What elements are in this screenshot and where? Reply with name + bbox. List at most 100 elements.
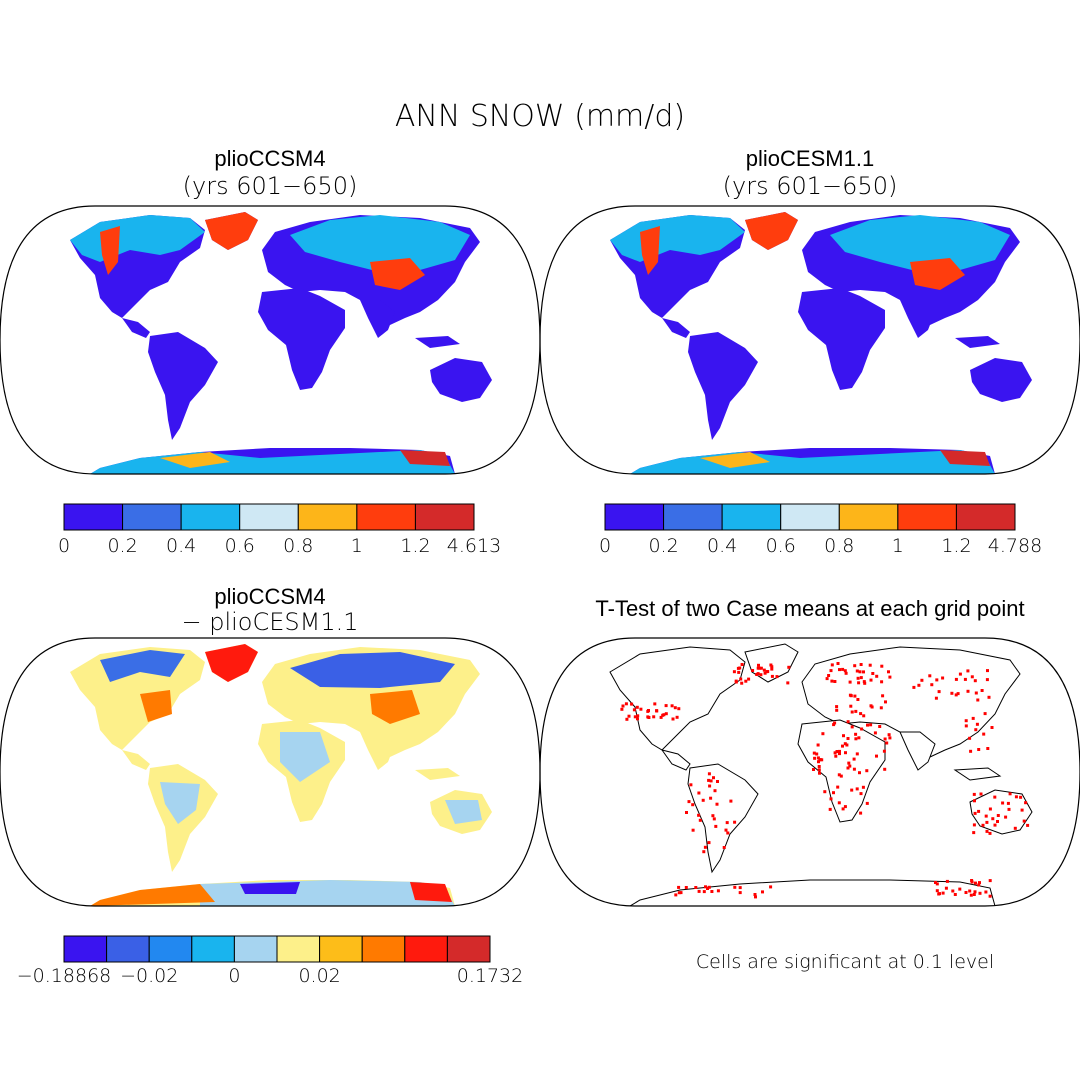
significance-dot [859, 676, 863, 680]
significance-dot [930, 683, 934, 687]
significance-dot [991, 817, 995, 821]
significance-dot [744, 679, 748, 683]
significance-dot [885, 741, 889, 745]
colorbar-swatch [233, 935, 278, 963]
panel-bottom-left: plioCCSM4 − plioCESM1.1 −0.18868 −0.02 0 0.… [0, 584, 541, 987]
colorbar-tick-label: 0.8 [283, 535, 313, 557]
significance-dot [857, 681, 861, 685]
significance-dot [852, 767, 856, 771]
colorbar-tick-label: 4.788 [988, 535, 1042, 557]
significance-dot [829, 669, 833, 673]
significance-dot [1019, 795, 1023, 799]
significance-dot [740, 663, 744, 666]
significance-dot [937, 690, 941, 694]
significance-dot [833, 721, 837, 725]
significance-dot [758, 666, 762, 670]
significance-dot [620, 707, 624, 711]
significance-dot [712, 776, 715, 780]
significance-dot [704, 885, 707, 889]
significance-dot [941, 676, 945, 680]
significance-dot [816, 756, 820, 760]
significance-dot [675, 715, 679, 719]
significance-dot [844, 751, 847, 755]
significance-dot [664, 704, 668, 708]
colorbar-tick-label: −0.02 [120, 965, 178, 987]
significance-dot [868, 663, 872, 667]
significance-dot [761, 890, 764, 894]
significance-dot [816, 743, 820, 747]
significance-dot [630, 702, 634, 706]
panel-title: plioCESM1.1 [746, 146, 874, 171]
significance-dot [724, 828, 728, 832]
significance-dot [852, 757, 856, 761]
significance-dot [697, 813, 701, 817]
colorbar-tick-label: 0 [58, 535, 70, 557]
significance-dot [985, 678, 989, 682]
diff-tibet-red [370, 690, 420, 724]
significance-dot [859, 663, 863, 666]
significance-dot [712, 817, 716, 821]
significance-dot [873, 731, 877, 735]
significance-dot [817, 760, 820, 764]
significance-dot [655, 709, 659, 713]
significance-dot [1013, 826, 1017, 830]
colorbar-swatch [404, 935, 448, 963]
significance-dot [972, 893, 976, 896]
significance-dot [841, 667, 845, 671]
map-outline [0, 637, 541, 907]
significance-dot [973, 679, 977, 683]
significance-dot [738, 666, 742, 670]
significance-dot [935, 889, 939, 893]
significance-dot [707, 841, 711, 845]
significance-dot [662, 713, 666, 717]
significance-dot [636, 717, 639, 721]
significance-dot [830, 663, 834, 667]
significance-dot [976, 698, 980, 702]
snow-antarctica-peninsula [700, 452, 770, 468]
significance-dot [825, 677, 829, 681]
significance-dot [985, 820, 989, 824]
significance-dot [849, 694, 853, 698]
significance-dot [1006, 801, 1010, 805]
significance-dot [770, 674, 774, 678]
significance-dot [835, 708, 839, 712]
significance-dot [984, 890, 988, 894]
significance-dot [664, 712, 668, 716]
significance-dot [769, 885, 773, 889]
colorbar-tick-label: 0 [599, 535, 611, 557]
significance-dot [847, 761, 851, 765]
significance-dot [973, 811, 977, 815]
significance-dot [964, 724, 968, 728]
significance-dot [625, 717, 629, 721]
snow-antarctica-peninsula [160, 452, 230, 468]
significance-dot [679, 891, 683, 895]
significance-dot [737, 670, 741, 674]
significance-dot [944, 886, 948, 890]
significance-dot [1004, 815, 1008, 819]
significance-dot [859, 811, 863, 815]
significance-dot [875, 674, 879, 678]
significance-dot [973, 890, 977, 894]
significance-dot [1026, 823, 1030, 827]
significance-dot [716, 780, 719, 783]
significance-dot [882, 749, 886, 753]
panel-title: plioCCSM4 [214, 146, 325, 171]
diff-africa-blue [280, 732, 330, 782]
significance-dot [974, 881, 977, 885]
significance-dot [917, 683, 921, 687]
colorbar-swatch [148, 935, 193, 963]
significance-dot [855, 669, 859, 673]
colorbar-swatch [276, 935, 321, 963]
significance-dot [973, 799, 976, 803]
significance-dot [775, 675, 779, 679]
significance-dot [854, 709, 858, 713]
significance-dot [988, 831, 992, 835]
significance-dot [659, 715, 663, 719]
panel-top-right: plioCESM1.1 (yrs 601−650) 0 0.2 0.4 0.6 0.8 1… [539, 146, 1080, 557]
significance-dot [953, 893, 957, 896]
significance-dot [653, 702, 657, 706]
snow-band-eurasia [830, 215, 1010, 272]
significance-dot [935, 882, 939, 886]
significance-dot [970, 879, 974, 882]
significance-dot [707, 772, 711, 776]
